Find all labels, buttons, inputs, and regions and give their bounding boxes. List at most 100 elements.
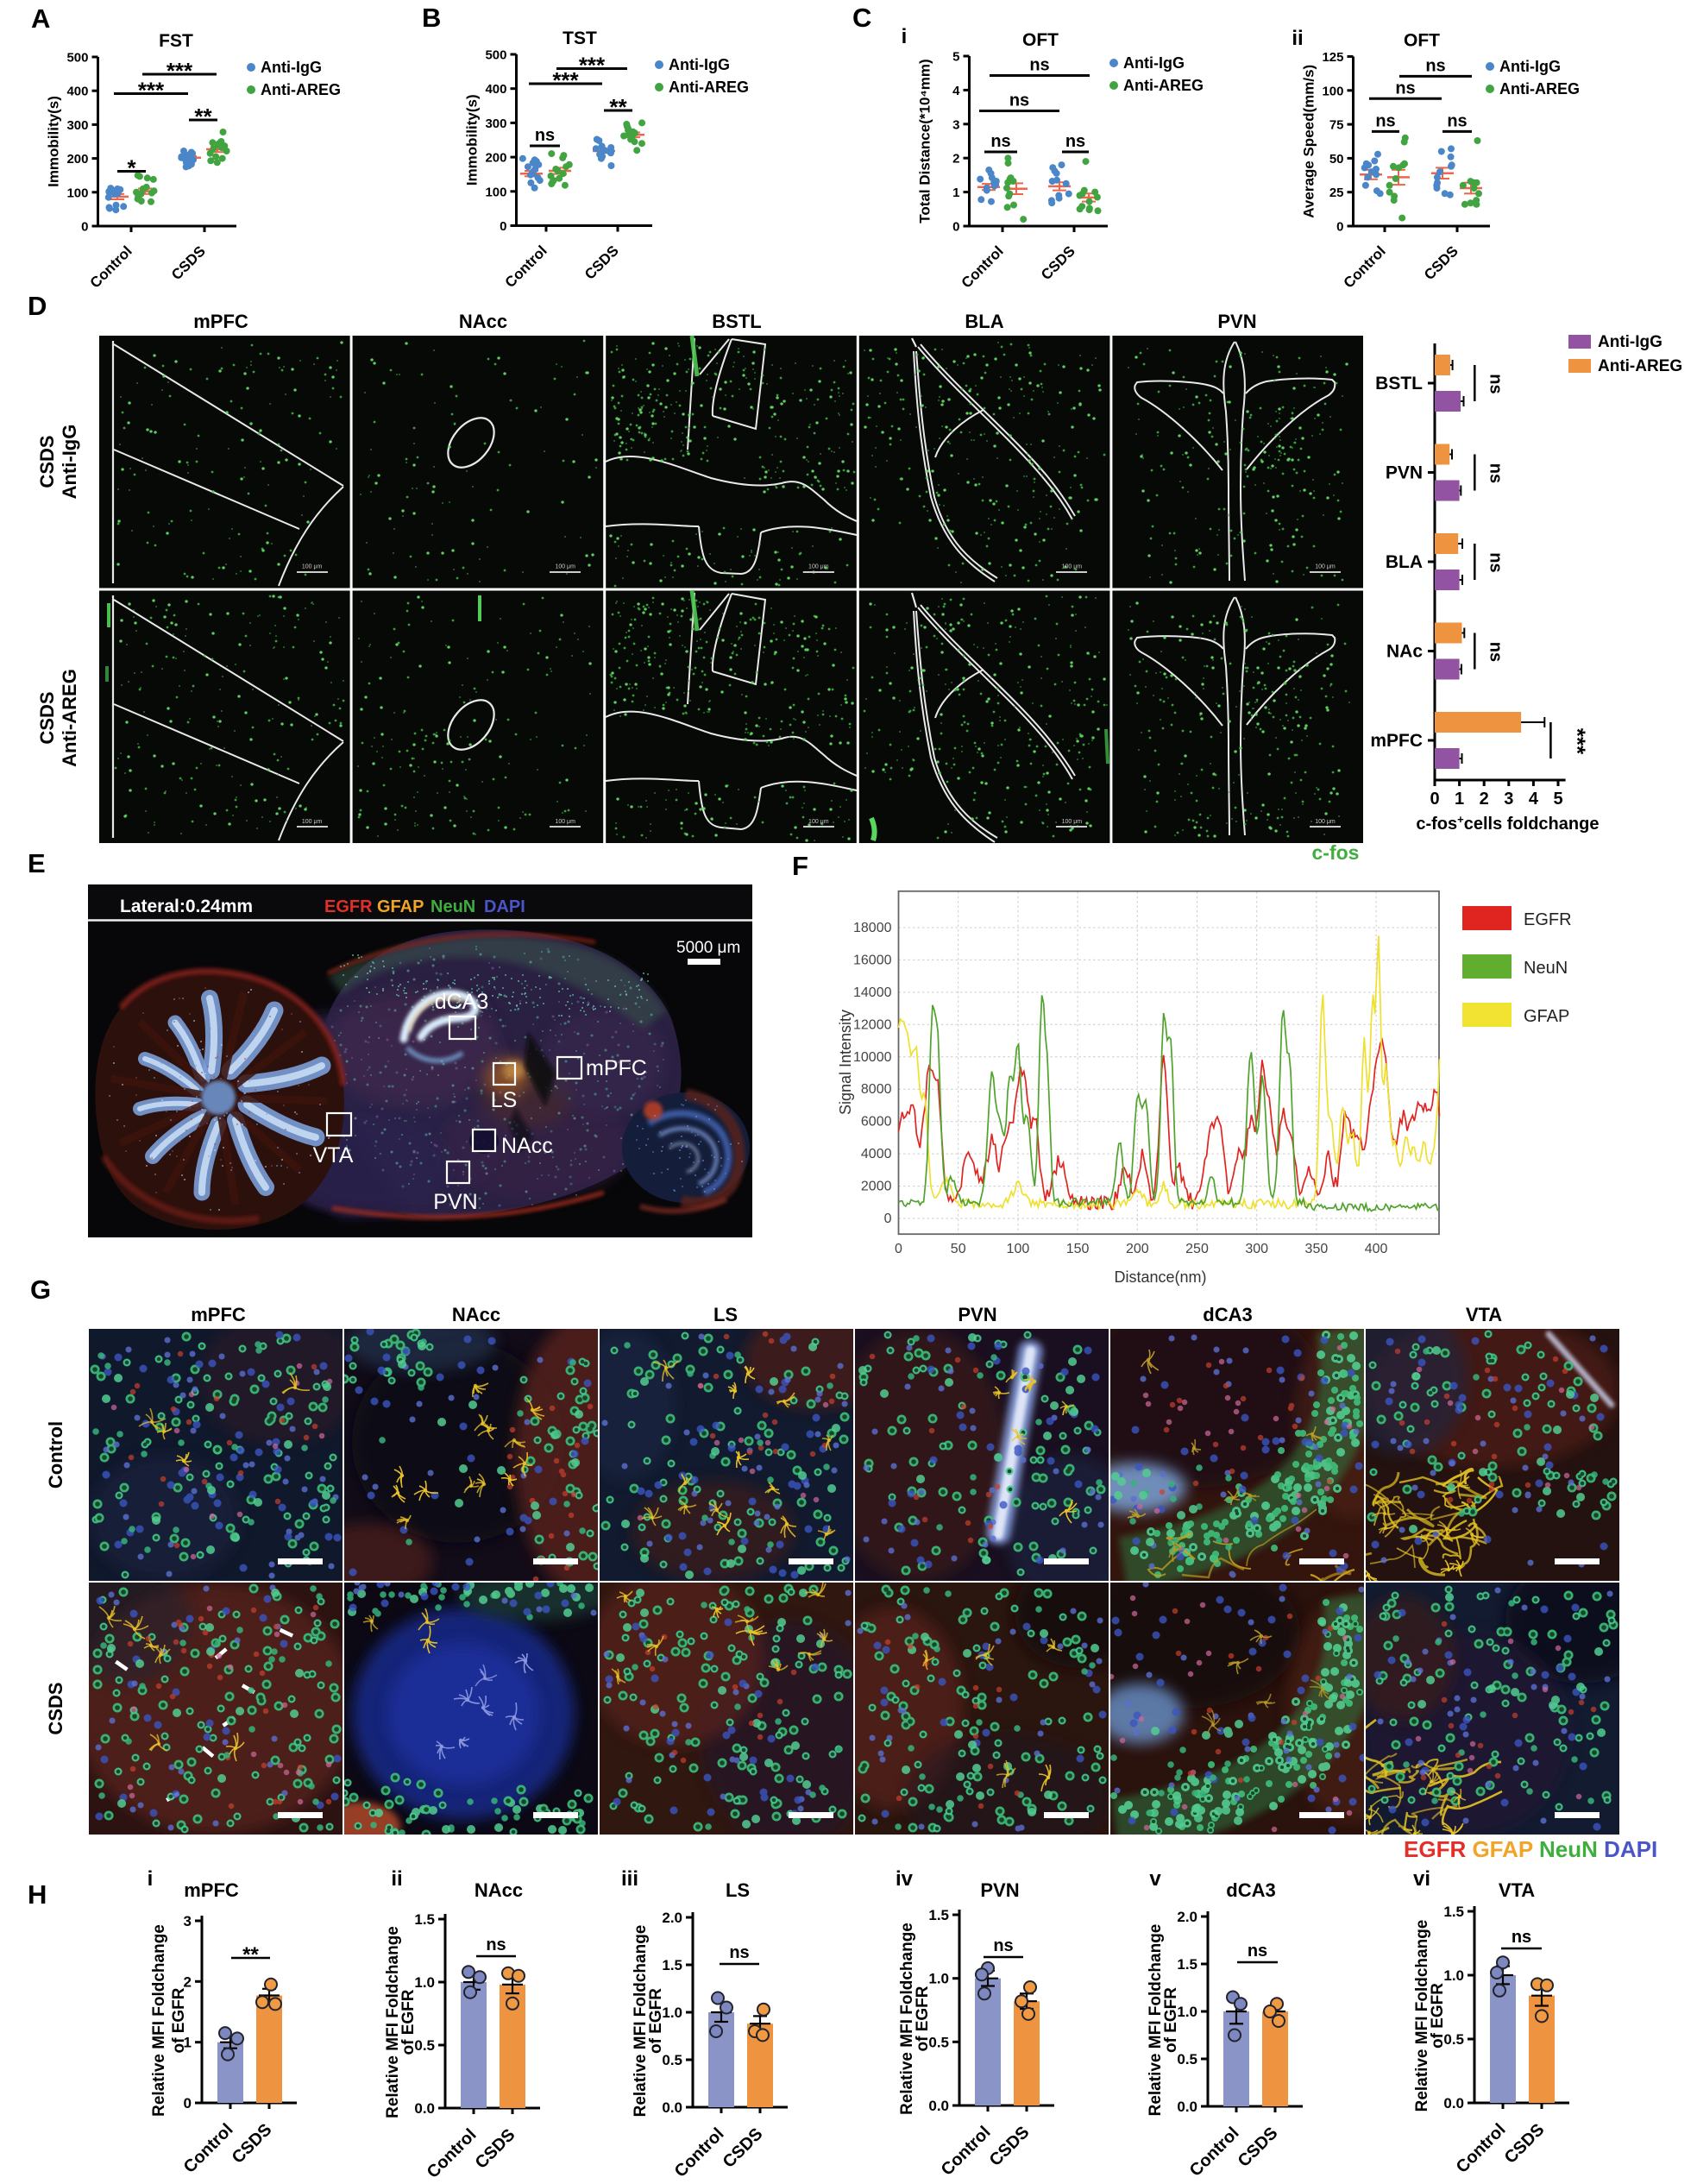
svg-text:Total Distance(*10⁴mm): Total Distance(*10⁴mm) [917, 59, 933, 223]
svg-text:Anti-AREG: Anti-AREG [1598, 357, 1682, 375]
svg-text:LS: LS [726, 1879, 750, 1901]
svg-text:Relative MFI Foldchange: Relative MFI Foldchange [898, 1923, 916, 2115]
svg-text:25: 25 [1329, 186, 1344, 200]
svg-text:Immobility(s): Immobility(s) [46, 96, 62, 187]
svg-text:dCA3: dCA3 [1203, 1304, 1252, 1325]
svg-text:of EGFR: of EGFR [170, 1987, 188, 2053]
svg-text:ns: ns [1425, 56, 1445, 75]
svg-text:150: 150 [1066, 1242, 1090, 1256]
svg-text:EGFR: EGFR [1524, 910, 1572, 929]
svg-text:2.0: 2.0 [662, 1910, 682, 1926]
svg-text:ns: ns [729, 1943, 749, 1962]
svg-text:ns: ns [993, 1936, 1013, 1955]
svg-text:Relative MFI Foldchange: Relative MFI Foldchange [1147, 1924, 1165, 2117]
svg-text:100: 100 [66, 186, 88, 200]
svg-text:LS: LS [491, 1088, 518, 1112]
svg-text:VTA: VTA [1499, 1879, 1535, 1901]
svg-text:2.0: 2.0 [1177, 1909, 1197, 1925]
svg-text:VTA: VTA [1466, 1304, 1502, 1325]
svg-text:0.5: 0.5 [928, 2034, 949, 2050]
svg-text:100: 100 [1322, 84, 1343, 98]
svg-text:ns: ns [1486, 642, 1505, 662]
svg-text:PVN: PVN [958, 1304, 996, 1325]
svg-text:100 μm: 100 μm [1315, 564, 1336, 570]
svg-text:i: i [148, 1867, 154, 1891]
svg-text:BSTL: BSTL [1375, 374, 1423, 393]
svg-text:0.0: 0.0 [928, 2098, 949, 2114]
svg-text:Anti-AREG: Anti-AREG [261, 81, 341, 98]
svg-text:H: H [28, 1879, 47, 1910]
svg-text:PVN: PVN [433, 1190, 477, 1214]
svg-text:2000: 2000 [861, 1180, 892, 1194]
svg-text:of EGFR: of EGFR [1162, 1987, 1180, 2053]
svg-text:CSDS: CSDS [36, 691, 58, 744]
svg-text:NAcc: NAcc [501, 1134, 553, 1158]
svg-text:1: 1 [184, 2035, 192, 2051]
svg-text:1.5: 1.5 [1443, 1904, 1464, 1920]
svg-text:mPFC: mPFC [191, 1304, 246, 1325]
svg-text:125: 125 [1322, 50, 1343, 65]
svg-text:of EGFR: of EGFR [1429, 1983, 1447, 2049]
svg-text:0: 0 [952, 220, 959, 235]
svg-text:ns: ns [486, 1935, 506, 1954]
svg-text:D: D [28, 291, 47, 321]
svg-text:ns: ns [1009, 91, 1029, 110]
svg-text:c-fos: c-fos [1312, 841, 1360, 864]
svg-text:ns: ns [1029, 56, 1049, 75]
svg-text:DAPI: DAPI [484, 897, 525, 916]
svg-text:ii: ii [1292, 27, 1303, 50]
svg-text:2: 2 [952, 152, 959, 167]
svg-text:ns: ns [1395, 79, 1415, 98]
svg-text:**: ** [242, 1943, 259, 1967]
svg-text:0.5: 0.5 [1177, 2051, 1197, 2068]
svg-text:0: 0 [895, 1242, 902, 1256]
svg-text:EGFR: EGFR [324, 897, 373, 916]
svg-text:Relative MFI Foldchange: Relative MFI Foldchange [1413, 1920, 1431, 2112]
svg-text:NAcc: NAcc [459, 311, 507, 332]
svg-text:100 μm: 100 μm [555, 819, 575, 825]
svg-text:300: 300 [66, 118, 88, 133]
svg-text:***: *** [1564, 728, 1590, 755]
svg-text:300: 300 [1245, 1242, 1268, 1256]
svg-text:Control: Control [45, 1421, 66, 1489]
svg-text:NeuN: NeuN [1524, 959, 1568, 978]
svg-text:C: C [852, 3, 871, 33]
svg-text:14000: 14000 [853, 985, 892, 1000]
svg-text:18000: 18000 [853, 921, 892, 935]
svg-text:Average Speed(mm/s): Average Speed(mm/s) [1301, 65, 1317, 218]
svg-text:***: *** [167, 58, 193, 84]
svg-text:0.0: 0.0 [662, 2099, 682, 2116]
svg-text:ns: ns [1248, 1942, 1267, 1961]
svg-text:100 μm: 100 μm [1062, 819, 1083, 825]
svg-text:4: 4 [952, 84, 960, 98]
svg-text:0.5: 0.5 [414, 2037, 435, 2054]
svg-text:400: 400 [485, 82, 506, 97]
svg-text:0: 0 [884, 1212, 892, 1226]
svg-text:iv: iv [896, 1867, 914, 1891]
svg-text:5: 5 [952, 50, 959, 65]
svg-text:OFT: OFT [1404, 31, 1440, 51]
svg-text:1.0: 1.0 [662, 2005, 682, 2021]
svg-text:A: A [31, 3, 50, 34]
svg-text:1.0: 1.0 [1177, 2004, 1197, 2020]
svg-text:dCA3: dCA3 [435, 990, 489, 1014]
svg-text:NAc: NAc [1386, 642, 1423, 662]
svg-text:Anti-IgG: Anti-IgG [1598, 333, 1662, 351]
svg-text:Distance(nm): Distance(nm) [1114, 1268, 1206, 1286]
svg-text:Relative MFI Foldchange: Relative MFI Foldchange [384, 1926, 402, 2118]
svg-text:100 μm: 100 μm [302, 564, 323, 570]
svg-text:ns: ns [990, 132, 1010, 151]
svg-text:1.5: 1.5 [414, 1911, 435, 1928]
svg-text:Anti-IgG: Anti-IgG [1123, 54, 1185, 72]
svg-text:Signal Intensity: Signal Intensity [837, 1010, 854, 1115]
svg-text:0.0: 0.0 [1443, 2095, 1464, 2112]
svg-text:100 μm: 100 μm [555, 564, 575, 570]
svg-text:4000: 4000 [861, 1147, 892, 1161]
svg-text:200: 200 [66, 152, 88, 167]
svg-text:NAcc: NAcc [475, 1879, 523, 1901]
svg-text:Anti-AREG: Anti-AREG [1499, 80, 1580, 98]
svg-text:BSTL: BSTL [712, 311, 761, 332]
svg-text:4: 4 [1529, 790, 1539, 809]
svg-text:2: 2 [184, 1973, 192, 1990]
svg-text:ii: ii [391, 1867, 402, 1891]
